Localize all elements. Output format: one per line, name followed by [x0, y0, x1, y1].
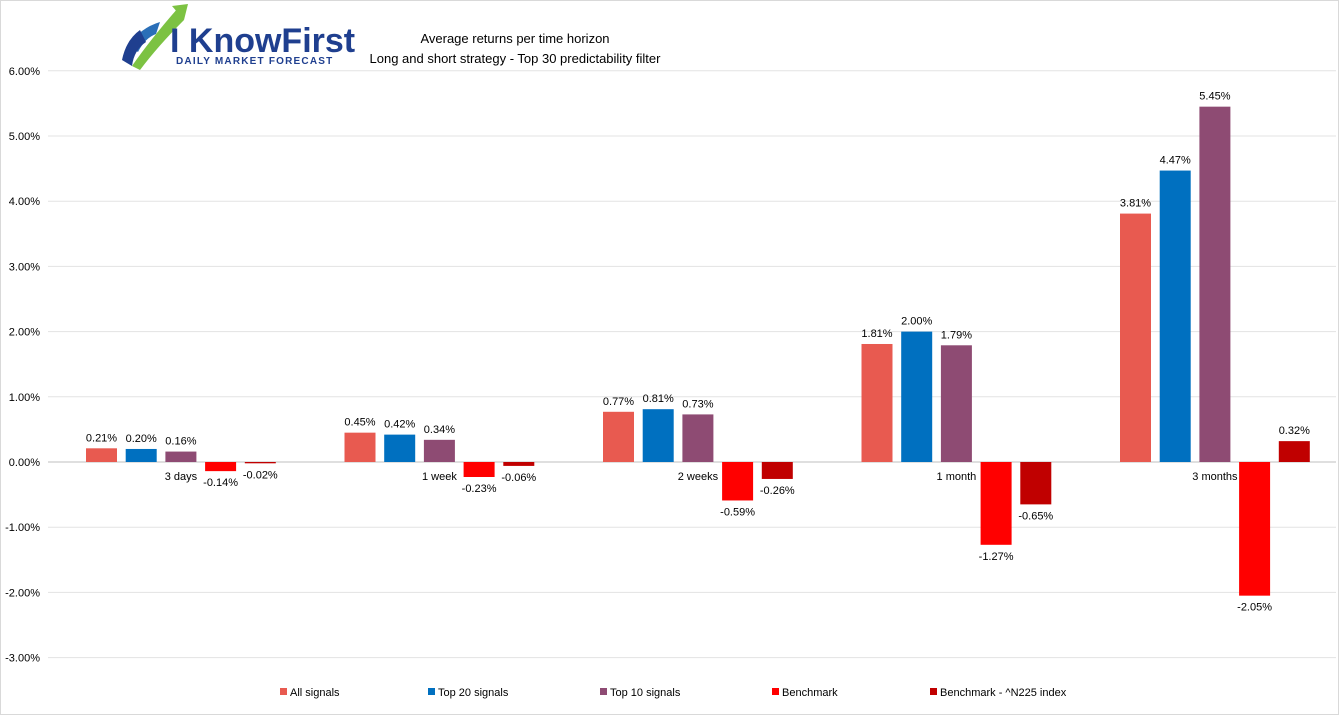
data-label: -0.59% — [720, 506, 755, 518]
y-tick-label: 5.00% — [9, 131, 40, 143]
chart-title: Average returns per time horizon — [420, 31, 609, 46]
legend-swatch — [600, 688, 607, 695]
bar — [244, 462, 276, 464]
bar — [463, 462, 495, 477]
data-label: 0.20% — [126, 433, 157, 445]
bar — [722, 462, 754, 501]
y-tick-label: 0.00% — [9, 457, 40, 469]
logo-main-text: I KnowFirst — [170, 22, 355, 60]
chart-subtitle: Long and short strategy - Top 30 predict… — [370, 51, 662, 66]
data-label: -0.02% — [243, 469, 278, 481]
bar — [1159, 170, 1191, 462]
bar — [1120, 213, 1151, 462]
legend-label: All signals — [290, 687, 340, 699]
y-tick-label: 6.00% — [9, 66, 40, 78]
bar — [642, 409, 674, 462]
y-tick-label: -1.00% — [5, 522, 40, 534]
data-label: 0.34% — [424, 424, 455, 436]
bar — [86, 448, 117, 462]
legend: All signals Top 20 signals Top 10 signals B… — [280, 687, 1067, 699]
data-label: 5.45% — [1199, 91, 1230, 103]
y-tick-label: -3.00% — [5, 653, 40, 665]
data-label: -0.65% — [1018, 510, 1053, 522]
bar — [940, 345, 972, 462]
category-label: 3 days — [165, 471, 198, 483]
data-label: 0.45% — [344, 417, 375, 429]
bar — [503, 462, 535, 466]
bar — [344, 432, 376, 462]
bar — [1278, 441, 1310, 462]
data-label: -0.14% — [203, 477, 238, 489]
bar — [1199, 106, 1231, 462]
logo-mark — [122, 4, 188, 70]
y-tick-label: 4.00% — [9, 196, 40, 208]
data-label: 1.79% — [941, 329, 972, 341]
bar — [861, 343, 893, 462]
data-label: 0.77% — [603, 396, 634, 408]
category-label: 1 month — [937, 471, 977, 483]
data-label: 0.42% — [384, 419, 415, 431]
data-label: 0.73% — [682, 398, 713, 410]
category-label: 1 week — [422, 471, 457, 483]
bar — [165, 451, 197, 462]
bar — [761, 462, 793, 479]
data-label: 1.81% — [861, 328, 892, 340]
data-label: 0.21% — [86, 432, 117, 444]
data-label: 2.00% — [901, 316, 932, 328]
data-label: -0.26% — [760, 485, 795, 497]
legend-label: Top 20 signals — [438, 687, 509, 699]
y-tick-label: -2.00% — [5, 587, 40, 599]
legend-swatch — [428, 688, 435, 695]
legend-swatch — [772, 688, 779, 695]
y-axis-ticks: 6.00% 5.00% 4.00% 3.00% 2.00% 1.00% 0.00% -1.00… — [5, 66, 40, 665]
y-tick-label: 2.00% — [9, 327, 40, 339]
bar — [980, 462, 1012, 545]
y-tick-label: 1.00% — [9, 392, 40, 404]
y-tick-label: 3.00% — [9, 261, 40, 273]
data-label: 0.16% — [165, 436, 196, 448]
data-label: 0.32% — [1279, 425, 1310, 437]
bar — [1020, 462, 1052, 505]
bar — [384, 434, 416, 462]
bar — [603, 411, 634, 462]
legend-swatch — [930, 688, 937, 695]
logo-sub-text: DAILY MARKET FORECAST — [176, 56, 333, 67]
data-label: -0.23% — [462, 483, 497, 495]
category-label: 2 weeks — [678, 471, 719, 483]
legend-label: Benchmark - ^N225 index — [940, 687, 1067, 699]
bar — [901, 331, 933, 462]
logo: I KnowFirst DAILY MARKET FORECAST — [122, 4, 355, 70]
bars — [86, 106, 1310, 596]
data-label: -1.27% — [979, 551, 1014, 563]
category-labels: 3 days 1 week 2 weeks 1 month 3 months — [165, 471, 1238, 483]
data-labels: 0.21% 0.20% 0.16% -0.14% -0.02% 0.45% 0.42% 0.3… — [86, 91, 1310, 614]
data-label: -2.05% — [1237, 602, 1272, 614]
data-label: 0.81% — [643, 393, 674, 405]
category-label: 3 months — [1192, 471, 1238, 483]
bar — [205, 462, 237, 472]
data-label: -0.06% — [501, 472, 536, 484]
bar — [1239, 462, 1271, 596]
bar — [423, 439, 455, 462]
bar — [125, 448, 157, 462]
bar — [682, 414, 714, 462]
data-label: 3.81% — [1120, 198, 1151, 210]
legend-label: Benchmark — [782, 687, 838, 699]
legend-label: Top 10 signals — [610, 687, 681, 699]
legend-swatch — [280, 688, 287, 695]
data-label: 4.47% — [1160, 155, 1191, 167]
